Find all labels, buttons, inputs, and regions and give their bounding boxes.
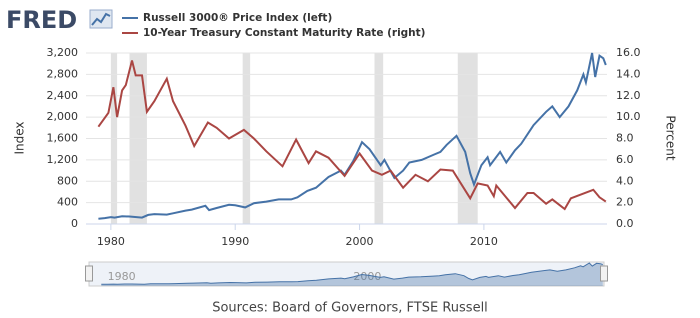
y2-tick-label: 6.0 (616, 153, 634, 166)
x-tick-label: 1990 (221, 235, 249, 248)
logo-icon (89, 9, 113, 29)
y-tick-label: 1,600 (47, 132, 79, 145)
y2-tick-label: 14.0 (616, 67, 641, 80)
navigator-line (101, 262, 603, 285)
source-note: Sources: Board of Governors, FTSE Russel… (212, 301, 488, 316)
series-line (98, 52, 607, 220)
navigator-handle[interactable] (85, 265, 93, 282)
y-tick-label: 2,400 (47, 89, 79, 102)
legend-label: Russell 3000® Price Index (left) (143, 12, 332, 24)
y2-tick-label: 8.0 (616, 132, 634, 145)
navigator-handle[interactable] (600, 265, 608, 282)
y-axis-label: Index (13, 121, 27, 154)
y2-tick-label: 12.0 (616, 89, 641, 102)
y-tick-label: 1,200 (47, 153, 79, 166)
logo: FRED (6, 6, 77, 34)
y-tick-label: 2,800 (47, 67, 79, 80)
y-tick-label: 2,000 (47, 110, 79, 123)
y2-tick-label: 10.0 (616, 110, 641, 123)
y2-tick-label: 16.0 (616, 46, 641, 59)
y2-axis-label: Percent (664, 115, 678, 160)
y-tick-label: 0 (71, 217, 78, 230)
series-line (97, 60, 607, 211)
y2-tick-label: 4.0 (616, 174, 634, 187)
navigator-frame (88, 261, 605, 287)
x-tick-label: 1980 (97, 235, 125, 248)
navigator-tick-label: 1980 (108, 270, 136, 283)
legend-label: 10-Year Treasury Constant Maturity Rate … (143, 27, 425, 39)
x-tick-label: 2010 (470, 235, 498, 248)
y-tick-label: 400 (57, 196, 78, 209)
y-tick-label: 800 (57, 174, 78, 187)
navigator-tick-label: 2000 (353, 270, 381, 283)
y-tick-label: 3,200 (47, 46, 79, 59)
y2-tick-label: 2.0 (616, 196, 634, 209)
navigator-area (101, 263, 603, 286)
x-tick-label: 2000 (346, 235, 374, 248)
y2-tick-label: 0.0 (616, 217, 634, 230)
